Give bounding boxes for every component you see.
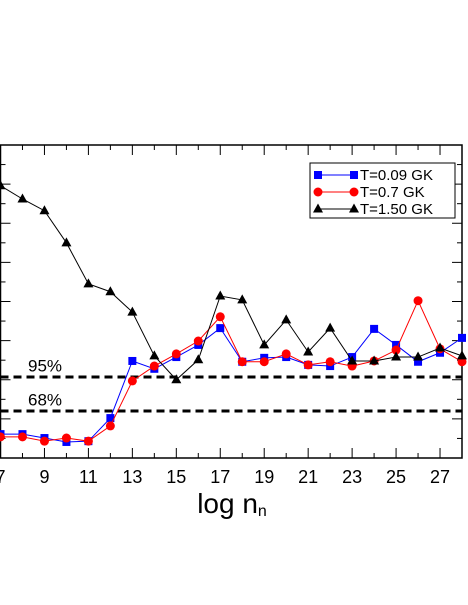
x-tick-label: 9: [39, 467, 49, 487]
x-axis-label: log nn: [197, 488, 267, 520]
plot-frame: [0, 144, 463, 459]
marker: [237, 357, 247, 367]
marker: [106, 414, 115, 423]
marker: [414, 357, 423, 366]
marker: [259, 357, 269, 367]
marker: [349, 203, 359, 213]
marker: [457, 350, 467, 360]
marker: [83, 278, 94, 288]
marker: [61, 237, 72, 247]
marker: [171, 374, 182, 384]
marker: [392, 340, 401, 349]
marker: [303, 346, 314, 356]
marker: [17, 193, 28, 203]
marker: [370, 324, 379, 333]
x-tick-label: 15: [166, 467, 186, 487]
marker: [281, 314, 292, 324]
x-tick-label: 11: [79, 467, 98, 487]
marker: [259, 339, 270, 349]
series-line: [0, 327, 463, 443]
marker: [435, 342, 446, 352]
marker: [325, 322, 336, 332]
marker: [347, 355, 358, 365]
marker: [314, 171, 322, 179]
marker: [127, 306, 138, 316]
x-axis-label-sub: n: [258, 503, 267, 520]
marker: [105, 286, 116, 296]
x-tick-label: 13: [122, 467, 142, 487]
marker: [313, 203, 323, 213]
legend-label: T=0.7 GK: [360, 184, 425, 201]
marker: [413, 296, 423, 306]
marker: [413, 351, 424, 361]
marker: [83, 436, 93, 446]
x-tick-label: 21: [298, 467, 318, 487]
x-tick-label: 27: [430, 467, 450, 487]
legend: T=0.09 GKT=0.7 GKT=1.50 GK: [309, 162, 456, 219]
marker: [61, 433, 71, 443]
marker: [128, 356, 137, 365]
marker: [350, 171, 358, 179]
marker: [149, 361, 159, 371]
marker: [149, 350, 160, 360]
confidence-label: 68%: [28, 391, 62, 410]
marker: [237, 294, 248, 304]
marker: [325, 357, 335, 367]
series-line: [0, 299, 463, 442]
marker: [281, 349, 291, 359]
marker: [215, 312, 225, 322]
x-tick-label: 23: [342, 467, 362, 487]
legend-label: T=1.50 GK: [360, 201, 433, 218]
marker: [391, 345, 401, 355]
marker: [39, 205, 50, 215]
legend-label: T=0.09 GK: [360, 167, 433, 184]
marker: [349, 187, 359, 197]
x-axis-label-main: log n: [197, 488, 258, 519]
marker: [193, 336, 203, 346]
marker: [39, 436, 49, 446]
marker: [216, 324, 225, 333]
series-line: [0, 185, 463, 381]
x-tick-label: 19: [254, 467, 274, 487]
x-tick-label: 7: [0, 467, 6, 487]
marker: [369, 355, 380, 365]
marker: [303, 360, 313, 370]
confidence-label: 95%: [28, 356, 62, 375]
marker: [457, 357, 467, 367]
marker: [171, 349, 181, 359]
marker: [105, 421, 115, 431]
marker: [313, 187, 323, 197]
x-tick-label: 17: [210, 467, 230, 487]
marker: [458, 333, 466, 342]
marker: [17, 432, 27, 442]
marker: [127, 376, 137, 386]
marker: [193, 354, 204, 364]
x-tick-label: 25: [386, 467, 406, 487]
marker: [0, 180, 6, 190]
marker: [215, 290, 226, 300]
marker: [391, 351, 402, 361]
marker: [0, 432, 5, 442]
